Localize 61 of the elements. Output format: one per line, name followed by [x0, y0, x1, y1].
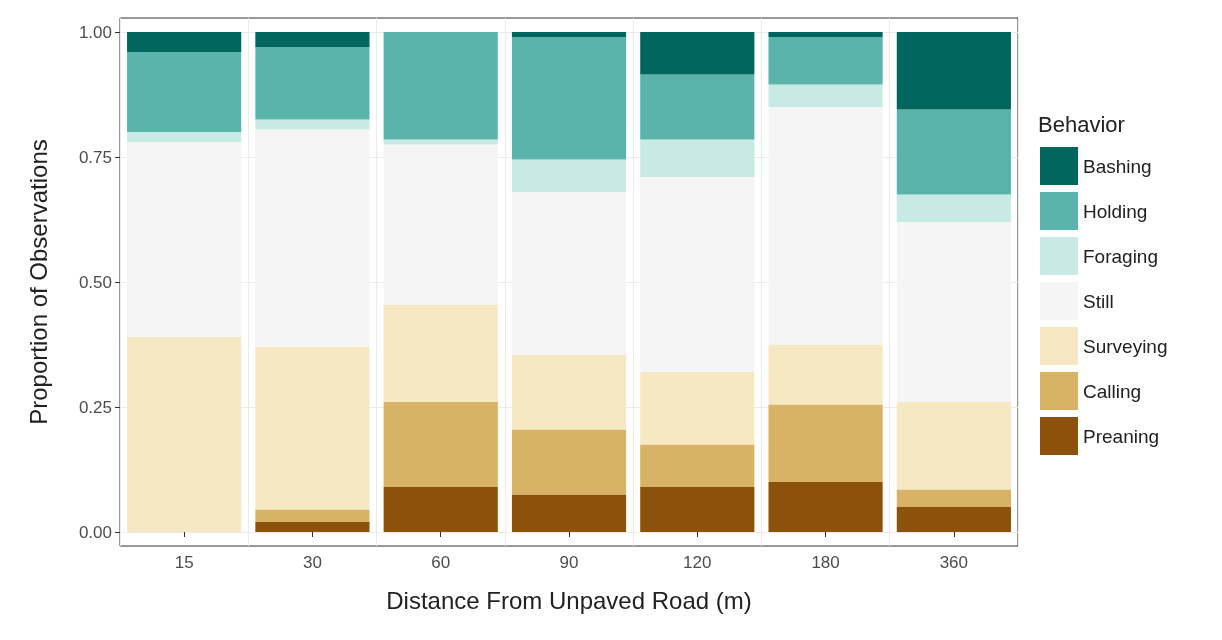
legend-label: Calling [1083, 380, 1142, 402]
legend-label: Holding [1083, 200, 1148, 222]
x-tick-label: 15 [174, 553, 194, 572]
bar [127, 32, 242, 52]
bar [640, 74, 755, 140]
bar [768, 32, 883, 37]
bar [640, 139, 755, 177]
bar [511, 354, 627, 430]
bar [255, 522, 370, 532]
bar [640, 444, 755, 487]
x-tick-label: 120 [683, 553, 712, 572]
bar [768, 344, 883, 405]
bar [640, 32, 755, 75]
bar [640, 372, 755, 445]
bar [255, 509, 370, 522]
x-tick-label: 360 [939, 553, 969, 572]
bar [640, 487, 755, 532]
bar [768, 84, 883, 107]
y-tick-label: 0.25 [78, 397, 112, 417]
bar [896, 507, 1011, 532]
bar [255, 47, 370, 120]
bar [511, 32, 627, 37]
y-axis-title: Proportion of Observations [24, 139, 52, 425]
bar [768, 482, 883, 532]
x-tick-label: 30 [302, 553, 322, 572]
legend-label: Preaning [1083, 425, 1160, 447]
legend-title: Behavior [1038, 111, 1125, 137]
bar [383, 487, 498, 532]
x-tick-label: 180 [811, 553, 840, 572]
legend-label: Bashing [1083, 155, 1152, 177]
bar [511, 429, 627, 495]
bar [383, 32, 498, 140]
legend-label: Surveying [1083, 335, 1168, 357]
legend-label: Foraging [1083, 245, 1158, 267]
legend-label: Still [1083, 290, 1114, 312]
bar [896, 194, 1011, 222]
bar [127, 337, 242, 532]
bar [127, 52, 242, 132]
bar [127, 132, 242, 142]
bar [896, 32, 1011, 110]
bar [511, 494, 627, 532]
y-tick-label: 0.75 [78, 147, 112, 167]
y-tick-label: 1.00 [78, 22, 112, 42]
x-tick-label: 90 [559, 553, 579, 572]
x-tick-label: 60 [431, 553, 451, 572]
bar [255, 347, 370, 510]
bar [896, 402, 1011, 490]
bar [511, 37, 627, 160]
bar [768, 404, 883, 482]
y-tick-label: 0.00 [78, 522, 112, 542]
bar [383, 139, 498, 145]
bar [511, 159, 627, 192]
bar [383, 402, 498, 487]
bar [896, 109, 1011, 195]
bar [255, 32, 370, 47]
bar [768, 37, 883, 85]
bar [896, 489, 1011, 507]
y-tick-label: 0.50 [78, 272, 112, 292]
bar [383, 304, 498, 402]
bar [255, 119, 370, 130]
x-axis-title: Distance From Unpaved Road (m) [386, 586, 752, 614]
